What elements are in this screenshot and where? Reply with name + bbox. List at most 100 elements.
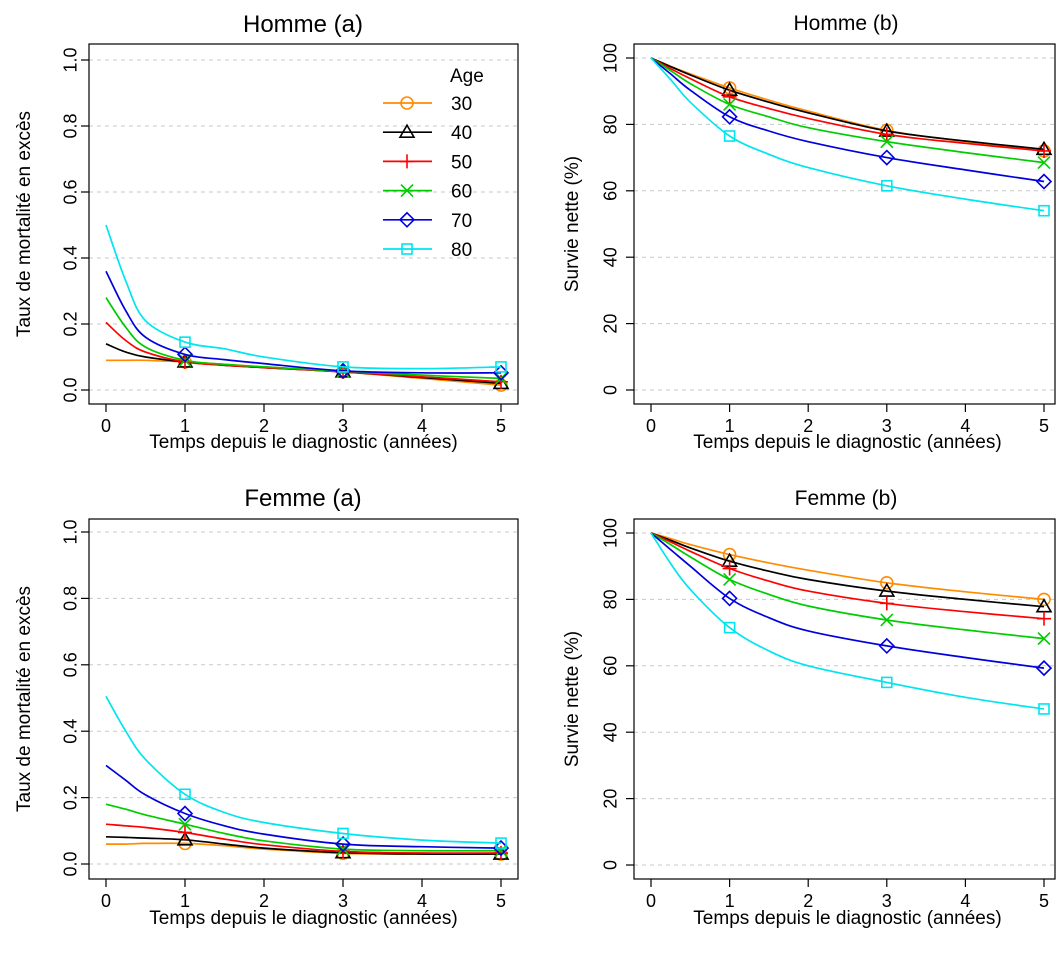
legend-marker-80 (401, 243, 413, 255)
y-tick-label: 60 (600, 656, 620, 676)
x-tick-label: 2 (259, 891, 269, 911)
x-tick-label: 2 (803, 891, 813, 911)
y-tick-label: 0 (600, 860, 620, 870)
series-marker-50 (1037, 143, 1051, 158)
panel-title: Femme (a) (244, 485, 361, 512)
legend-label-70: 70 (451, 211, 472, 232)
series-marker-60 (178, 817, 192, 831)
x-axis-label: Temps depuis le diagnostic (années) (693, 908, 1001, 929)
x-tick-label: 0 (101, 416, 111, 436)
series-marker-70 (334, 835, 352, 853)
series-marker-70 (176, 805, 194, 822)
y-axis-label: Survie nette (%) (562, 631, 583, 767)
series-marker-50 (722, 89, 737, 104)
plot-frame (633, 518, 1056, 880)
y-tick-label: 20 (600, 789, 620, 809)
series-marker-80 (1038, 703, 1050, 715)
x-tick-label: 4 (960, 416, 970, 436)
legend-marker-40 (398, 123, 416, 138)
x-tick-label: 5 (496, 891, 506, 911)
y-tick-label: 1.0 (60, 519, 80, 544)
chart-panel-4: Femme (b) 0 1 2 3 4 5 0 20 40 60 80 100 Temps depuis … (562, 487, 1056, 929)
series-line-50 (105, 823, 502, 854)
y-tick-label: 80 (600, 589, 620, 609)
series-marker-80 (179, 336, 191, 348)
series-line-80 (650, 532, 1045, 710)
series-line-80 (105, 695, 502, 844)
y-tick-label: 100 (600, 43, 620, 73)
y-tick-label: 0.8 (60, 113, 80, 138)
y-tick-label: 0.8 (60, 586, 80, 611)
series-marker-50 (178, 825, 192, 840)
series-marker-60 (880, 613, 894, 627)
series-line-30 (650, 532, 1045, 601)
series-marker-50 (722, 561, 737, 576)
chart-panel-3: Femme (a) 0 1 2 3 4 5 0.0 0.2 0.4 0.6 0.8 1.0 Temps d… (14, 485, 519, 929)
series-marker-40 (176, 831, 194, 846)
y-tick-label: 20 (600, 314, 620, 334)
series-line-70 (650, 532, 1045, 669)
x-tick-label: 4 (417, 891, 427, 911)
series-marker-50 (494, 374, 508, 389)
series-marker-60 (494, 844, 508, 858)
x-tick-label: 2 (803, 416, 813, 436)
series-line-50 (650, 57, 1045, 152)
x-tick-label: 5 (1039, 891, 1049, 911)
x-axis-label: Temps depuis le diagnostic (années) (149, 908, 457, 929)
y-tick-label: 0.0 (60, 377, 80, 402)
legend-label-30: 30 (451, 94, 472, 115)
x-tick-label: 5 (496, 416, 506, 436)
series-line-70 (650, 57, 1045, 183)
x-axis-label: Temps depuis le diagnostic (années) (693, 432, 1001, 453)
x-tick-label: 1 (725, 891, 735, 911)
x-tick-label: 0 (646, 416, 656, 436)
series-line-70 (105, 764, 502, 849)
series-marker-50 (879, 596, 894, 611)
y-tick-label: 0 (600, 385, 620, 395)
x-tick-label: 5 (1039, 416, 1049, 436)
series-marker-50 (879, 127, 894, 142)
series-marker-60 (494, 371, 508, 386)
x-tick-label: 3 (882, 416, 892, 436)
series-line-60 (650, 532, 1045, 640)
x-tick-label: 3 (338, 891, 348, 911)
x-tick-label: 1 (725, 416, 735, 436)
plot-frame (88, 518, 519, 880)
series-marker-80 (337, 361, 349, 373)
legend-marker-30 (400, 96, 414, 110)
series-marker-80 (880, 180, 893, 192)
series-marker-30 (1037, 592, 1051, 607)
series-marker-60 (723, 97, 737, 112)
y-axis-label: Taux de mortalité en excès (14, 111, 35, 337)
series-line-80 (105, 224, 502, 370)
panel-title: Homme (a) (243, 11, 363, 38)
series-marker-80 (880, 676, 893, 689)
x-tick-label: 4 (960, 891, 970, 911)
legend-label-50: 50 (451, 152, 472, 173)
y-tick-label: 60 (600, 181, 620, 201)
x-tick-label: 3 (882, 891, 892, 911)
series-marker-30 (879, 575, 894, 590)
x-tick-label: 2 (259, 416, 269, 436)
legend-label-60: 60 (451, 182, 472, 203)
y-axis-label: Taux de mortalité en excès (14, 586, 35, 812)
series-marker-60 (1037, 156, 1051, 170)
y-tick-label: 0.2 (60, 785, 80, 810)
y-tick-label: 80 (600, 114, 620, 134)
series-marker-80 (1038, 204, 1050, 217)
y-tick-label: 0.0 (60, 851, 80, 876)
series-line-60 (650, 57, 1045, 164)
series-line-40 (105, 835, 502, 855)
legend-label-80: 80 (451, 240, 472, 261)
series-line-50 (650, 532, 1045, 620)
series-marker-80 (723, 621, 736, 634)
series-marker-80 (495, 837, 507, 849)
y-tick-label: 0.6 (60, 179, 80, 204)
x-tick-label: 4 (417, 416, 427, 436)
series-marker-40 (878, 582, 896, 597)
series-marker-80 (723, 130, 736, 142)
panel-title: Homme (b) (793, 12, 898, 35)
panel-title: Femme (b) (795, 487, 898, 510)
y-axis-label: Survie nette (%) (562, 156, 583, 292)
